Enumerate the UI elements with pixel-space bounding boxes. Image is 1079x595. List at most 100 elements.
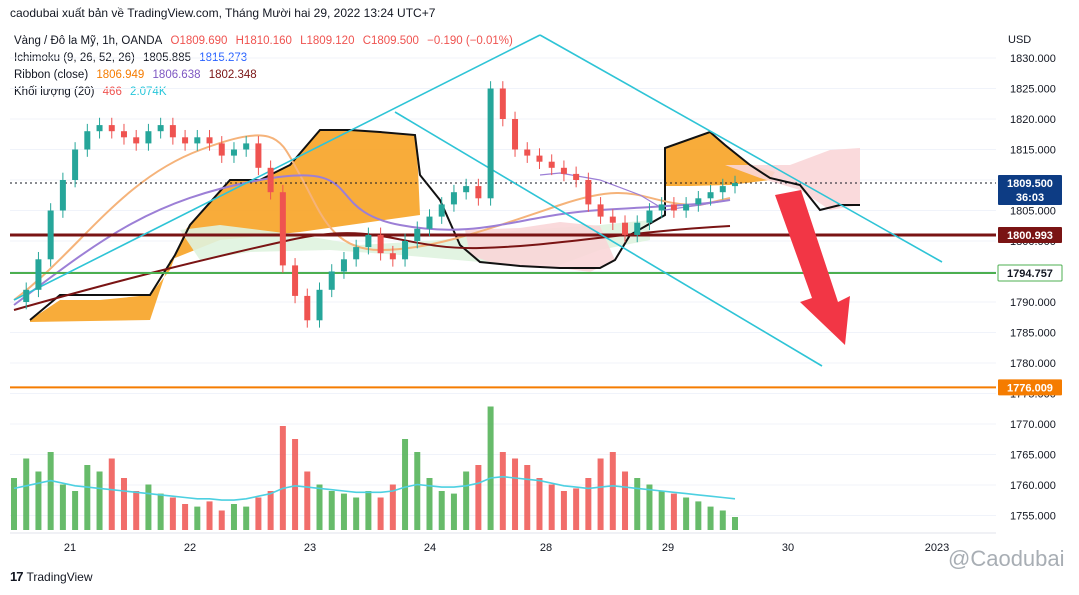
kijun-line <box>539 172 731 211</box>
candle-body <box>72 149 79 180</box>
price-badge-label: 1794.757 <box>1007 268 1053 280</box>
symbol-label: Vàng / Đô la Mỹ, 1h, OANDA <box>14 35 163 47</box>
price-tick-label: 1805.000 <box>1010 206 1056 218</box>
volume-bar <box>670 493 677 530</box>
candle-body <box>512 119 519 150</box>
volume-bar <box>463 471 470 530</box>
price-tick-label: 1780.000 <box>1010 358 1056 370</box>
volume-bar <box>145 484 152 530</box>
candle-body <box>304 295 311 321</box>
volume-bar <box>573 488 580 530</box>
volume-bar <box>340 493 347 530</box>
legend-ribbon-row: Ribbon (close) 1806.949 1806.638 1802.34… <box>14 67 518 84</box>
candle-body <box>96 125 103 132</box>
candle-body <box>133 137 140 144</box>
tradingview-logo[interactable]: 17 TradingView <box>10 569 93 584</box>
candle-body <box>719 186 726 193</box>
volume-bar <box>353 497 360 530</box>
trend-lines <box>13 34 943 367</box>
candle-body <box>609 216 616 223</box>
volume-bars <box>11 406 738 530</box>
date-axis: 21 22 23 24 28 29 30 2023 <box>64 542 949 554</box>
down-arrow-icon <box>775 190 850 345</box>
candle-body <box>377 234 384 254</box>
down-arrow <box>775 190 850 345</box>
price-tick-label: 1765.000 <box>1010 450 1056 462</box>
candle-body <box>560 167 567 174</box>
candle-body <box>35 259 42 290</box>
horizontal-levels <box>10 182 996 389</box>
candle-body <box>182 137 189 144</box>
date-tick-label: 30 <box>782 542 794 554</box>
volume-bar <box>389 484 396 530</box>
volume-bar <box>646 484 653 530</box>
candle-body <box>475 186 482 199</box>
candle-body <box>279 192 286 266</box>
candle-body <box>585 180 592 205</box>
candle-body <box>353 247 360 260</box>
cloud-span-line <box>29 129 860 321</box>
date-tick-label: 21 <box>64 542 76 554</box>
price-tick-label: 1790.000 <box>1010 297 1056 309</box>
price-tick-label: 1830.000 <box>1010 53 1056 65</box>
volume-bar <box>475 465 482 530</box>
candle-body <box>47 210 54 260</box>
price-tick-label: 1755.000 <box>1010 511 1056 523</box>
volume-bar <box>47 452 54 530</box>
volume-bar <box>426 478 433 530</box>
candle-body <box>23 289 30 302</box>
volume-bar <box>402 439 409 530</box>
candle-body <box>365 234 372 248</box>
candle-body <box>622 222 629 235</box>
candle-body <box>658 204 665 211</box>
candle-body <box>634 222 641 235</box>
tradingview-mark-icon: 17 <box>10 569 24 584</box>
volume-ma-line <box>13 475 736 501</box>
candle-body <box>120 131 127 138</box>
candle-body <box>328 271 335 290</box>
candle-body <box>646 210 653 223</box>
price-tick-label: 1825.000 <box>1010 84 1056 96</box>
volume-bar <box>524 465 531 530</box>
price-badge-label: 1776.009 <box>1007 382 1053 394</box>
candle-body <box>292 265 299 296</box>
price-tick-label: 1760.000 <box>1010 480 1056 492</box>
volume-bar <box>438 491 445 530</box>
volume-bar <box>732 517 738 530</box>
candle-body <box>84 131 91 150</box>
volume-bar <box>585 478 592 530</box>
volume-bar <box>512 458 519 530</box>
volume-bar <box>548 484 555 530</box>
price-badge-label: 1809.500 <box>1007 178 1053 190</box>
ribbon-label: Ribbon (close) <box>14 69 89 81</box>
volume-bar <box>707 506 714 530</box>
candle-body <box>463 186 470 193</box>
volume-bar <box>157 493 164 530</box>
ribbon-fast <box>13 134 731 301</box>
date-tick-label: 29 <box>662 542 674 554</box>
volume-bar <box>108 458 115 530</box>
candle-body <box>59 180 66 211</box>
author-watermark: @Caodubai <box>948 546 1065 571</box>
volume-bar <box>609 452 616 530</box>
price-badge <box>998 226 1062 243</box>
candle-body <box>450 192 457 205</box>
date-tick-label: 23 <box>304 542 316 554</box>
date-tick-label: 22 <box>184 542 196 554</box>
candle-body <box>230 149 237 156</box>
volume-bar <box>487 406 494 530</box>
volume-bar <box>267 491 274 530</box>
candles <box>23 81 738 328</box>
volume-bar <box>72 491 79 530</box>
tradingview-logo-text: TradingView <box>26 569 93 584</box>
volume-bar <box>169 497 176 530</box>
candle-body <box>695 198 702 205</box>
candle-body <box>487 88 494 199</box>
open-value: O1809.690 <box>170 35 228 47</box>
currency-label: USD <box>1008 34 1032 46</box>
trendline-down-upper <box>539 34 943 263</box>
candle-body <box>414 228 421 241</box>
date-tick-label: 28 <box>540 542 552 554</box>
price-tick-label: 1785.000 <box>1010 328 1056 340</box>
